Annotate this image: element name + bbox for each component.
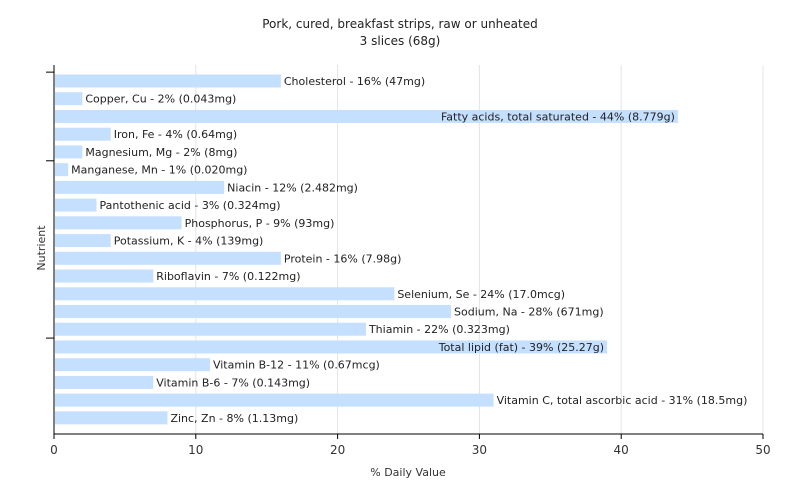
x-axis-title: % Daily Value	[370, 466, 446, 479]
bar-label-3: Iron, Fe - 4% (0.64mg)	[114, 128, 237, 141]
bar-label-8: Phosphorus, P - 9% (93mg)	[185, 217, 335, 230]
bar-label-2: Fatty acids, total saturated - 44% (8.77…	[441, 110, 675, 123]
bar-13	[55, 304, 452, 318]
bar-12	[55, 287, 395, 301]
bar-label-11: Riboflavin - 7% (0.122mg)	[156, 270, 300, 283]
grid-lines	[195, 65, 764, 434]
bar-label-18: Vitamin C, total ascorbic acid - 31% (18…	[497, 394, 748, 407]
bar-7	[55, 198, 97, 212]
bar-label-5: Manganese, Mn - 1% (0.020mg)	[71, 164, 247, 177]
bar-label-0: Cholesterol - 16% (47mg)	[284, 75, 425, 88]
bar-label-10: Protein - 16% (7.98g)	[284, 252, 402, 265]
bar-label-14: Thiamin - 22% (0.323mg)	[368, 323, 510, 336]
bars: Cholesterol - 16% (47mg) Copper, Cu - 2% …	[55, 74, 748, 425]
bar-label-9: Potassium, K - 4% (139mg)	[114, 235, 264, 248]
x-tick-label-0: 0	[50, 443, 58, 457]
bar-15	[55, 340, 608, 354]
bar-label-16: Vitamin B-12 - 11% (0.67mcg)	[213, 359, 380, 372]
chart-subtitle: 3 slices (68g)	[360, 34, 441, 48]
bar-label-6: Niacin - 12% (2.482mg)	[227, 181, 358, 194]
bar-3	[55, 127, 111, 141]
bar-label-15: Total lipid (fat) - 39% (25.27g)	[438, 341, 604, 354]
bar-18	[55, 393, 494, 407]
bar-0	[55, 74, 281, 88]
bar-2	[55, 109, 678, 123]
x-tick-label-3: 30	[472, 443, 487, 457]
chart-title: Pork, cured, breakfast strips, raw or un…	[262, 17, 537, 31]
x-tick-label-4: 40	[614, 443, 629, 457]
bar-17	[55, 375, 154, 389]
bar-19	[55, 411, 168, 425]
bar-label-1: Copper, Cu - 2% (0.043mg)	[85, 93, 236, 106]
bar-label-12: Selenium, Se - 24% (17.0mcg)	[397, 288, 565, 301]
bar-label-17: Vitamin B-6 - 7% (0.143mg)	[156, 376, 310, 389]
x-tick-label-5: 50	[755, 443, 770, 457]
bar-label-7: Pantothenic acid - 3% (0.324mg)	[100, 199, 281, 212]
y-axis-title: Nutrient	[35, 225, 48, 271]
bar-label-4: Magnesium, Mg - 2% (8mg)	[85, 146, 237, 159]
x-tick-label-2: 20	[330, 443, 345, 457]
bar-10	[55, 251, 281, 265]
bar-6	[55, 180, 225, 194]
bar-9	[55, 234, 111, 248]
bar-16	[55, 358, 210, 372]
bar-14	[55, 322, 366, 336]
bar-1	[55, 92, 83, 106]
axes: 0 10 20 30 40 50	[46, 65, 771, 457]
bar-5	[55, 163, 69, 177]
bar-11	[55, 269, 154, 283]
bar-label-13: Sodium, Na - 28% (671mg)	[454, 305, 604, 318]
bar-8	[55, 216, 182, 230]
bar-4	[55, 145, 83, 159]
x-tick-label-1: 10	[188, 443, 203, 457]
bar-label-19: Zinc, Zn - 8% (1.13mg)	[170, 412, 298, 425]
